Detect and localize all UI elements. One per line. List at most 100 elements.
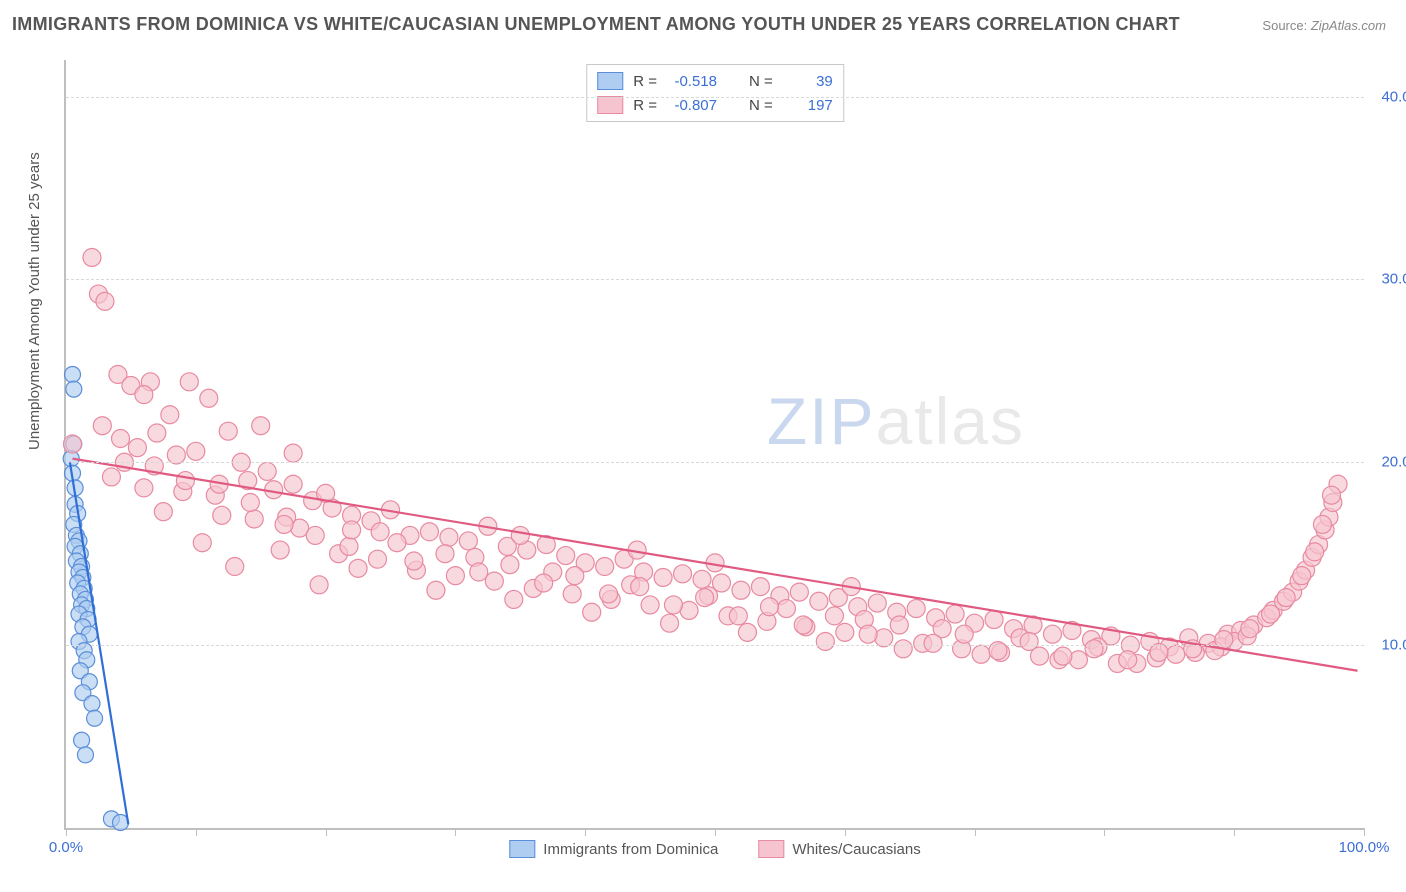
data-point [77,747,93,763]
source-value: ZipAtlas.com [1311,18,1386,33]
legend-swatch [597,72,623,90]
n-value: 197 [783,97,833,114]
data-point [427,581,445,599]
data-point [693,570,711,588]
data-point [1150,643,1168,661]
data-point [825,607,843,625]
gridline-h [66,97,1364,98]
chart-source: Source: ZipAtlas.com [1262,18,1386,33]
x-tick [66,828,67,836]
data-point [446,567,464,585]
legend-stats-box: R =-0.518N =39R =-0.807N =197 [586,64,844,122]
data-point [128,439,146,457]
data-point [738,623,756,641]
data-point [84,696,100,712]
data-point [436,545,454,563]
data-point [219,422,237,440]
data-point [284,475,302,493]
data-point [135,386,153,404]
x-tick [1104,828,1105,836]
x-tick [845,828,846,836]
data-point [420,523,438,541]
data-point [946,605,964,623]
y-tick-label: 20.0% [1381,454,1406,471]
data-point [161,406,179,424]
data-point [557,547,575,565]
chart-title: IMMIGRANTS FROM DOMINICA VS WHITE/CAUCAS… [12,14,1180,35]
data-point [816,632,834,650]
data-point [245,510,263,528]
legend-stats-row: R =-0.518N =39 [597,69,833,93]
data-point [859,625,877,643]
data-point [96,292,114,310]
data-point [241,494,259,512]
r-label: R = [633,97,657,114]
legend-label: Immigrants from Dominica [543,841,718,858]
legend-item: Whites/Caucasians [758,840,920,858]
data-point [371,523,389,541]
data-point [388,534,406,552]
x-tick [585,828,586,836]
data-point [1293,567,1311,585]
data-point [167,446,185,464]
data-point [729,607,747,625]
data-point [306,526,324,544]
x-tick [455,828,456,836]
data-point [535,574,553,592]
y-axis-label: Unemployment Among Youth under 25 years [26,152,43,450]
r-value: -0.807 [667,97,717,114]
data-point [501,556,519,574]
x-tick-label: 100.0% [1339,839,1390,856]
data-point [369,550,387,568]
data-point [1323,486,1341,504]
data-point [955,625,973,643]
data-point [654,568,672,586]
data-point [340,537,358,555]
data-point [868,594,886,612]
data-point [63,435,81,453]
data-point [226,558,244,576]
gridline-h [66,462,1364,463]
data-point [180,373,198,391]
legend-swatch [597,96,623,114]
data-point [583,603,601,621]
regression-line-whites [72,459,1357,671]
data-point [440,528,458,546]
data-point [566,567,584,585]
data-point [1043,625,1061,643]
data-point [275,515,293,533]
x-tick [975,828,976,836]
data-point [1241,620,1259,638]
data-point [66,381,82,397]
data-point [1277,589,1295,607]
r-value: -0.518 [667,73,717,90]
r-label: R = [633,73,657,90]
data-point [1306,543,1324,561]
data-point [631,578,649,596]
y-tick-label: 30.0% [1381,271,1406,288]
data-point [732,581,750,599]
y-tick-label: 10.0% [1381,637,1406,654]
data-point [343,521,361,539]
chart-svg [66,60,1364,828]
data-point [674,565,692,583]
data-point [505,590,523,608]
data-point [894,640,912,658]
data-point [985,611,1003,629]
n-value: 39 [783,73,833,90]
data-point [459,532,477,550]
data-point [790,583,808,601]
data-point [485,572,503,590]
data-point [176,472,194,490]
y-tick-label: 40.0% [1381,88,1406,105]
data-point [924,634,942,652]
x-tick-label: 0.0% [49,839,83,856]
data-point [258,462,276,480]
data-point [1020,632,1038,650]
legend-series: Immigrants from Dominica Whites/Caucasian… [509,840,920,858]
x-tick [1364,828,1365,836]
x-tick [1234,828,1235,836]
data-point [1313,515,1331,533]
data-point [696,589,714,607]
data-point [74,732,90,748]
